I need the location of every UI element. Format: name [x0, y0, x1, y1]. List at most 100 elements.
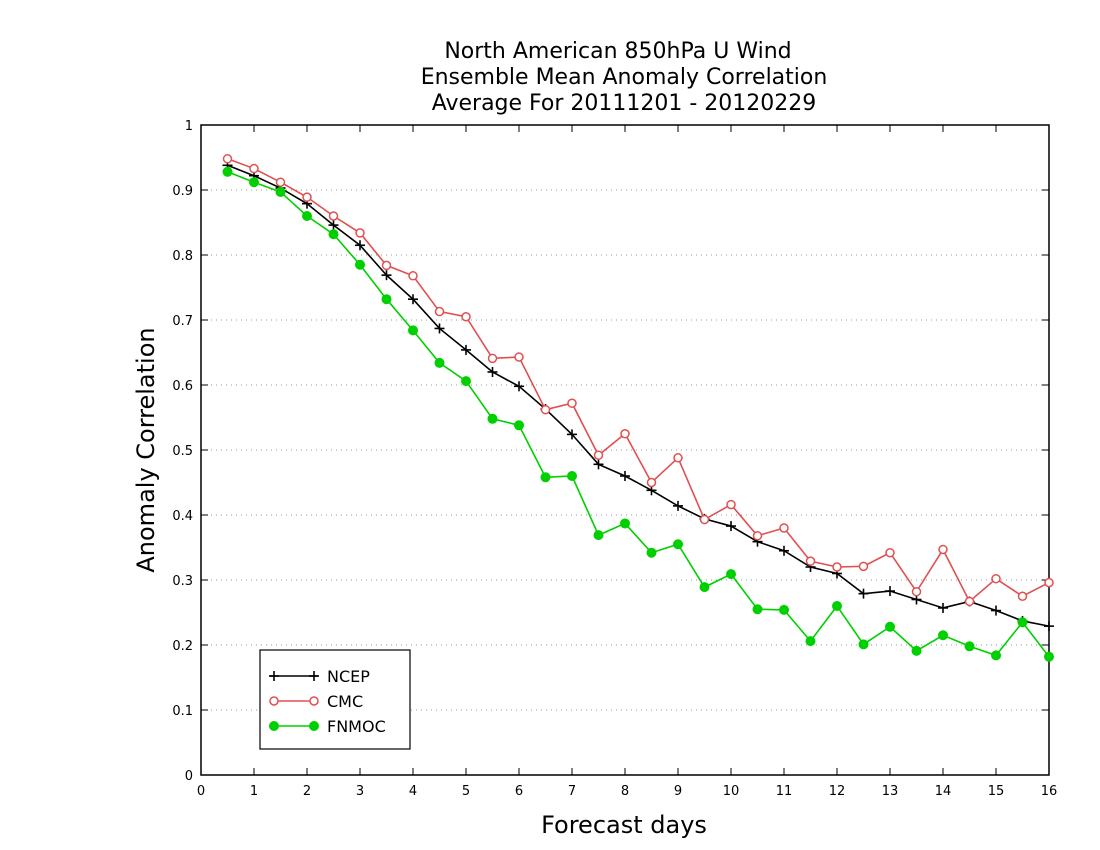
data-point-fnmoc [567, 471, 577, 481]
series-layer [222, 154, 1054, 662]
series-cmc [222, 154, 1054, 607]
data-point-fnmoc [434, 357, 445, 368]
data-point-cmc [726, 499, 736, 510]
data-point-ncep [355, 240, 365, 251]
data-point-fnmoc [673, 539, 683, 550]
data-point-cmc [381, 260, 392, 271]
data-point-ncep [858, 588, 869, 599]
data-point-ncep [885, 586, 895, 597]
legend-marker-right [309, 671, 319, 681]
x-tick-label: 11 [776, 784, 793, 799]
data-point-cmc [540, 404, 551, 415]
data-point-ncep [938, 602, 948, 613]
data-point-cmc [991, 573, 1001, 584]
data-point-fnmoc [487, 413, 498, 424]
data-point-fnmoc [328, 229, 339, 240]
x-tick-label: 1 [250, 784, 258, 799]
data-point-fnmoc [302, 211, 312, 221]
x-axis: 0 1 2 3 4 5 6 7 8 9 10 11 12 13 14 15 16 [197, 125, 1057, 799]
chart-title: North American 850hPa U Wind Ensemble Me… [421, 39, 828, 116]
title-line-2: Ensemble Mean Anomaly Correlation [421, 65, 828, 90]
data-point-ncep [487, 367, 498, 377]
data-point-ncep [381, 270, 392, 281]
data-point-fnmoc [911, 645, 922, 656]
data-point-fnmoc [991, 650, 1001, 661]
y-tick-label: 0.5 [172, 444, 193, 459]
data-point-cmc [646, 477, 657, 488]
data-point-fnmoc [461, 376, 471, 387]
data-point-cmc [964, 596, 975, 607]
data-point-cmc [328, 211, 339, 221]
y-tick-label: 0.1 [172, 704, 193, 719]
data-point-fnmoc [620, 518, 630, 529]
data-point-ncep [328, 220, 339, 231]
data-point-ncep [461, 344, 471, 355]
data-point-fnmoc [593, 530, 604, 541]
data-point-ncep [620, 471, 630, 481]
data-point-ncep [567, 429, 577, 440]
x-tick-label: 0 [197, 784, 205, 799]
legend-marker-right [309, 721, 319, 731]
data-point-ncep [1044, 621, 1054, 632]
data-point-cmc [222, 154, 233, 164]
data-point-cmc [567, 398, 577, 408]
y-axis-title: Anomaly Correlation [132, 327, 160, 572]
legend-label-fnmoc: FNMOC [327, 717, 386, 736]
data-point-cmc [832, 562, 842, 572]
data-point-cmc [779, 523, 789, 533]
data-point-cmc [938, 544, 948, 555]
title-line-1: North American 850hPa U Wind [444, 39, 791, 64]
x-tick-label: 6 [515, 784, 523, 799]
data-point-cmc [302, 192, 312, 202]
legend-marker-left [269, 721, 279, 731]
x-tick-label: 9 [674, 784, 682, 799]
legend-items: NCEP CMC FNMOC [269, 667, 386, 736]
y-tick-label: 0.4 [172, 509, 193, 524]
x-tick-label: 13 [882, 784, 899, 799]
legend: NCEP CMC FNMOC [259, 649, 411, 750]
data-point-fnmoc [355, 259, 365, 270]
data-point-cmc [858, 561, 869, 572]
data-point-cmc [434, 306, 445, 317]
data-point-fnmoc [699, 582, 710, 593]
data-point-cmc [673, 453, 683, 463]
x-tick-label: 15 [988, 784, 1005, 799]
series-line-cmc [227, 158, 1050, 603]
data-point-fnmoc [249, 177, 259, 188]
data-point-cmc [1044, 577, 1054, 588]
data-point-cmc [487, 353, 498, 364]
data-point-cmc [805, 556, 816, 566]
data-point-fnmoc [222, 166, 233, 177]
y-tick-label: 0.9 [172, 184, 193, 199]
x-tick-label: 4 [409, 784, 417, 799]
data-point-cmc [1017, 591, 1028, 601]
data-point-fnmoc [726, 569, 736, 580]
data-point-ncep [991, 605, 1001, 616]
series-line-fnmoc [227, 171, 1050, 658]
data-point-cmc [249, 163, 259, 174]
legend-item-cmc: CMC [269, 692, 363, 711]
title-line-3: Average For 20111201 - 20120229 [432, 91, 817, 116]
x-tick-label: 5 [462, 784, 470, 799]
x-tick-label: 7 [568, 784, 576, 799]
x-tick-label: 14 [935, 784, 952, 799]
y-tick-label: 1 [185, 119, 193, 134]
legend-item-ncep: NCEP [269, 667, 370, 686]
data-point-cmc [911, 586, 922, 597]
legend-marker-left [269, 671, 279, 681]
data-point-fnmoc [832, 601, 842, 611]
data-point-cmc [355, 228, 365, 238]
data-point-cmc [620, 429, 630, 439]
legend-label-cmc: CMC [327, 692, 363, 711]
x-axis-title: Forecast days [541, 811, 707, 839]
data-point-cmc [275, 177, 286, 187]
data-point-fnmoc [1017, 617, 1028, 628]
x-tick-label: 16 [1041, 784, 1058, 799]
data-point-cmc [408, 271, 418, 281]
data-point-cmc [699, 514, 710, 525]
data-point-fnmoc [408, 325, 418, 336]
y-tick-label: 0.2 [172, 639, 193, 654]
y-tick-label: 0.7 [172, 314, 193, 329]
grid-lines [201, 189, 1049, 711]
x-tick-label: 12 [829, 784, 846, 799]
